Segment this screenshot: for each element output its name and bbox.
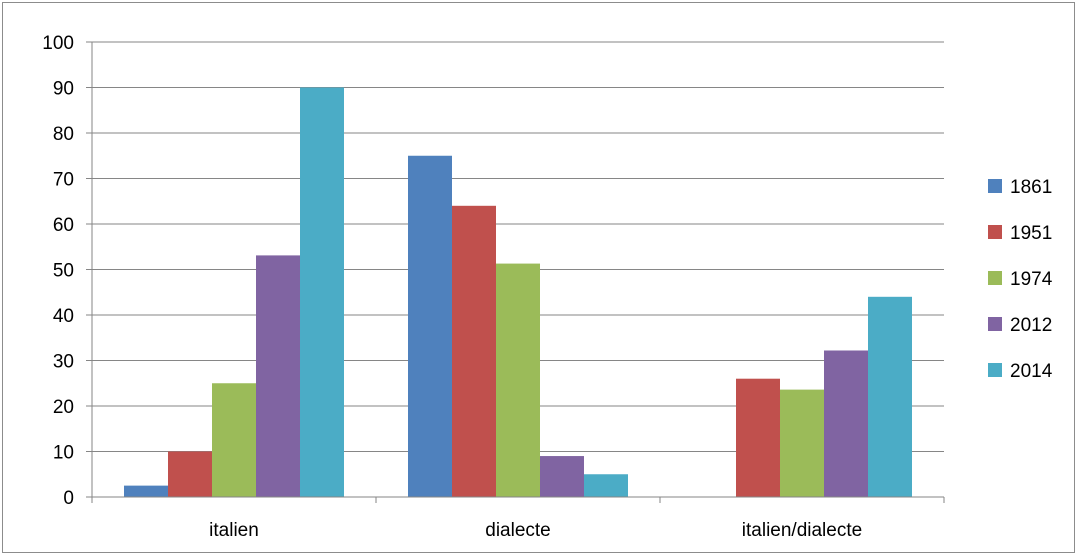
y-tick-label-70: 70	[53, 170, 74, 191]
y-tick-label-40: 40	[53, 306, 74, 327]
legend-label-1951: 1951	[1010, 223, 1052, 244]
legend-label-2012: 2012	[1010, 315, 1052, 336]
bar-dialecte-1951	[452, 205, 496, 498]
bar-italien-1951	[168, 451, 212, 497]
bar-dialecte-2012	[540, 456, 584, 497]
bar-italien/dialecte-1974	[780, 389, 824, 497]
bars	[124, 87, 912, 498]
bar-italien/dialecte-2014	[868, 296, 912, 497]
legend-swatch-1951	[988, 225, 1002, 239]
axes	[86, 41, 945, 503]
bar-italien/dialecte-2012	[824, 350, 868, 497]
legend-swatch-2012	[988, 317, 1002, 331]
legend-swatch-2014	[988, 363, 1002, 377]
y-tick-label-50: 50	[53, 261, 74, 282]
x-category-label: italien	[209, 520, 259, 541]
legend-label-1974: 1974	[1010, 269, 1053, 290]
bar-italien-2012	[256, 255, 300, 497]
y-tick-label-90: 90	[53, 79, 74, 100]
legend-label-1861: 1861	[1010, 177, 1052, 198]
legend-swatch-1861	[988, 179, 1002, 193]
bar-dialecte-2014	[584, 474, 628, 497]
bar-italien/dialecte-1951	[736, 378, 780, 497]
y-tick-label-100: 100	[42, 33, 74, 54]
y-tick-label-10: 10	[53, 443, 74, 464]
x-category-label: dialecte	[485, 520, 551, 541]
bar-dialecte-1861	[408, 155, 452, 497]
bar-italien-1861	[124, 485, 168, 497]
y-tick-label-60: 60	[53, 215, 74, 236]
legend: 1861 1951 1974 2012 2014	[988, 177, 1053, 382]
y-axis-tick-labels: 0 10 20 30 40 50 60 70 80 90 100	[42, 33, 74, 509]
y-tick-label-20: 20	[53, 397, 74, 418]
y-tick-label-0: 0	[63, 488, 74, 509]
legend-swatch-1974	[988, 271, 1002, 285]
y-tick-label-80: 80	[53, 124, 74, 145]
bar-dialecte-1974	[496, 263, 540, 497]
bar-italien-2014	[300, 87, 344, 497]
bar-italien-1974	[212, 383, 256, 497]
legend-label-2014: 2014	[1010, 361, 1053, 382]
y-tick-label-30: 30	[53, 352, 74, 373]
x-category-label: italien/dialecte	[742, 520, 862, 541]
x-axis-category-labels: italien dialecte italien/dialecte	[209, 520, 862, 541]
